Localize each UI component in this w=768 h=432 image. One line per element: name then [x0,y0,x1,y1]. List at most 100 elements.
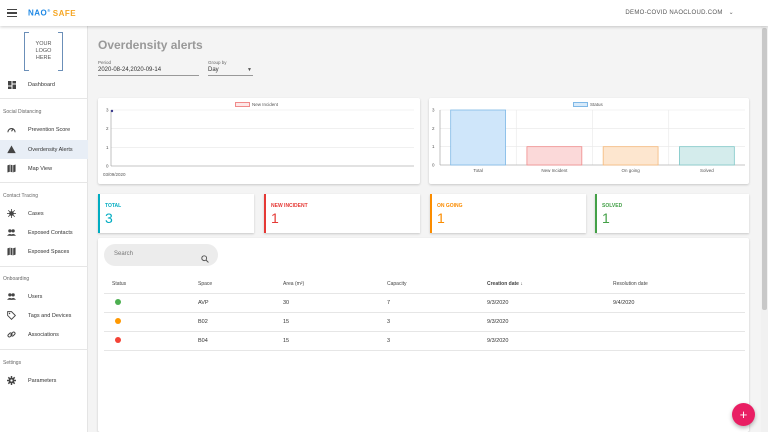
logo-placeholder: YOUR LOGO HERE [24,32,63,71]
y-tick-label: 0 [106,164,109,169]
brand-nao: NAO [28,8,48,18]
cell-creation-date: 9/3/2020 [487,338,509,344]
legend-swatch [573,102,588,107]
plus-icon: + [739,407,748,422]
sidebar-item-cases[interactable]: Cases [0,204,88,223]
y-tick-label: 3 [106,108,109,113]
bar-chart: 3 2 1 0 Total New Incident On going Solved [432,108,745,173]
search-placeholder: Search [114,251,134,257]
y-tick-label: 2 [106,126,109,131]
people-icon [7,292,16,301]
bar-chart-legend[interactable]: Status [573,102,603,107]
status-dot [115,299,121,305]
column-header-area[interactable]: Area (m²) [283,281,305,287]
sidebar-item-dashboard[interactable]: Dashboard [0,75,88,94]
y-tick-label: 1 [106,145,109,150]
column-header-status[interactable]: Status [112,281,127,287]
gauge-icon [7,125,16,134]
stat-value: 1 [602,210,610,226]
warning-icon [7,145,16,154]
sidebar-item-tags-and-devices[interactable]: Tags and Devices [0,306,88,325]
dropdown-arrow-icon: ▼ [247,67,252,73]
x-tick-label: Total [473,168,483,173]
legend-swatch [235,102,250,107]
period-input[interactable]: 2020-08-24,2020-09-14 [98,67,199,76]
divider [0,182,88,183]
cell-capacity: 3 [387,338,391,344]
sidebar-item-label: Users [28,293,43,300]
period-label: Period [98,60,112,65]
legend-label: Status [590,102,603,107]
section-settings: Settings [3,360,22,366]
sidebar-item-label: Parameters [28,377,57,384]
sidebar-item-label: Overdensity Alerts [28,146,73,153]
table-row[interactable]: B02 15 3 9/3/2020 [104,313,745,332]
column-header-capacity[interactable]: Capacity [387,281,407,287]
column-header-space[interactable]: Space [198,281,213,287]
sidebar-item-overdensity-alerts[interactable]: Overdensity Alerts [0,140,88,159]
account-label: DEMO-COVID NAOCLOUD.COM [625,9,723,16]
divider [0,266,88,267]
sidebar-item-users[interactable]: Users [0,287,88,306]
bar-solved [679,146,735,166]
x-tick-label: On going [621,168,640,173]
search-icon[interactable] [201,250,209,263]
sidebar-item-associations[interactable]: Associations [0,325,88,344]
sidebar-item-map-view[interactable]: Map View [0,159,88,178]
map-icon [7,164,16,173]
bar-total [450,109,506,166]
line-chart-legend[interactable]: New Incident [235,102,278,107]
scrollbar-thumb[interactable] [762,28,767,310]
top-bar: NAO® SAFE DEMO-COVID NAOCLOUD.COM ⌄ [0,0,768,26]
bar-new-incident [526,146,583,166]
stat-card-new-incident: NEW INCIDENT 1 [264,194,420,233]
brand-logo[interactable]: NAO® SAFE [28,8,76,18]
scrollbar[interactable] [761,26,768,432]
column-header-resolution-date[interactable]: Resolution date [613,281,648,287]
x-tick-label: 03/09/2020 [103,172,126,177]
table-row[interactable]: AVP 30 7 9/3/2020 9/4/2020 [104,294,745,313]
sidebar-item-exposed-spaces[interactable]: Exposed Spaces [0,242,88,261]
gear-icon [7,376,16,385]
stat-card-total: TOTAL 3 [98,194,254,233]
link-icon [7,330,16,339]
table-row[interactable]: B04 15 3 9/3/2020 [104,332,745,351]
new-incident-chart-card: New Incident 3 2 1 0 03/09/2020 [98,98,420,184]
stat-value: 3 [105,210,113,226]
page-title: Overdensity alerts [98,38,203,52]
stat-value: 1 [271,210,279,226]
sidebar-item-label: Exposed Contacts [28,229,73,236]
logo-line: LOGO [35,48,52,54]
group-by-value: Day [208,67,219,73]
menu-icon[interactable] [7,8,17,18]
alerts-table-card [98,238,749,432]
group-by-select[interactable]: Day ▼ [208,67,253,76]
cell-creation-date: 9/3/2020 [487,300,509,306]
search-field[interactable]: Search [104,244,218,266]
sidebar-item-exposed-contacts[interactable]: Exposed Contacts [0,223,88,242]
add-button[interactable]: + [732,403,755,426]
bar-on-going [602,146,659,166]
sidebar-item-label: Tags and Devices [28,312,72,319]
period-field[interactable]: Period 2020-08-24,2020-09-14 [98,60,199,76]
account-menu[interactable]: DEMO-COVID NAOCLOUD.COM ⌄ [625,9,734,17]
tag-icon [7,311,16,320]
line-chart: 3 2 1 0 03/09/2020 [103,108,414,177]
column-header-creation-date[interactable]: Creation date ↓ [487,281,523,287]
group-by-field[interactable]: Group by Day ▼ [208,60,253,76]
x-tick-label: New Incident [541,168,568,173]
sidebar-item-prevention-score[interactable]: Prevention Score [0,120,88,139]
sidebar-item-label: Map View [28,165,53,172]
brand-reg: ® [47,8,51,14]
sidebar-item-label: Prevention Score [28,126,71,133]
stat-card-on-going: ON GOING 1 [430,194,586,233]
stat-label: NEW INCIDENT [271,203,308,209]
sidebar-item-parameters[interactable]: Parameters [0,371,88,390]
cell-space: AVP [198,300,209,306]
divider [0,349,88,350]
brand-safe: SAFE [52,8,77,18]
stat-card-solved: SOLVED 1 [595,194,749,233]
main-content: Overdensity alerts Period 2020-08-24,202… [88,26,760,432]
map-icon [7,247,16,256]
group-by-label: Group by [208,60,227,65]
